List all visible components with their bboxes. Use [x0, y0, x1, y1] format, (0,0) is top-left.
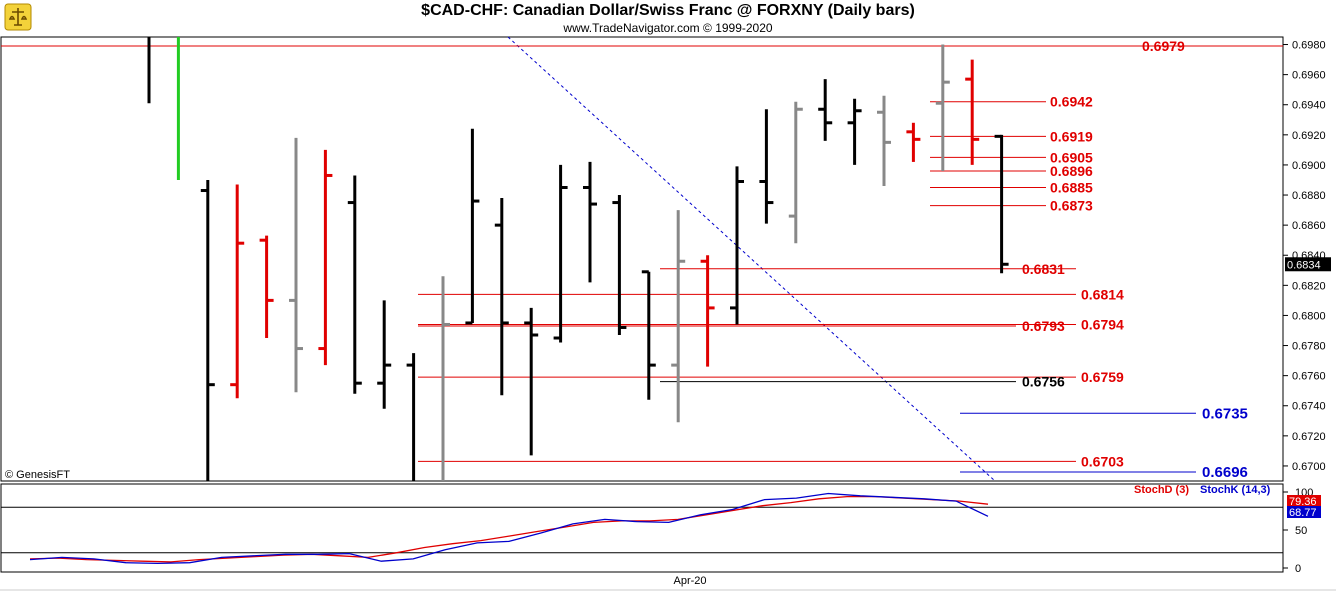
y-tick-label: 0.6760: [1292, 371, 1326, 383]
level-label-0.6919: 0.6919: [1050, 128, 1093, 144]
price-panel-border: [0, 36, 1284, 482]
stoch-line-1: [29, 492, 989, 565]
legend-stochd: StochD (3): [1134, 484, 1189, 496]
last-price-label: 0.6834: [1287, 259, 1321, 271]
stoch-y-tick-label: 0: [1295, 563, 1301, 575]
trend-line: [507, 36, 996, 482]
level-label-0.6831: 0.6831: [1022, 261, 1065, 277]
level-label-0.6885: 0.6885: [1050, 180, 1093, 196]
y-tick-label: 0.6960: [1292, 70, 1326, 82]
x-axis-label: Apr-20: [673, 575, 706, 587]
level-label-0.6794: 0.6794: [1081, 316, 1124, 332]
y-tick-label: 0.6920: [1292, 130, 1326, 142]
chart-subtitle: www.TradeNavigator.com © 1999-2020: [563, 21, 773, 35]
trade-navigator-logo-icon: [4, 3, 32, 31]
level-label-0.6696: 0.6696: [1202, 464, 1248, 481]
y-tick-label: 0.6900: [1292, 160, 1326, 172]
y-tick-label: 0.6780: [1292, 341, 1326, 353]
level-label-0.6756: 0.6756: [1022, 374, 1065, 390]
stochd-value: 79.36: [1289, 496, 1317, 508]
stoch-line-0: [29, 495, 989, 563]
stoch-y-tick-label: 50: [1295, 525, 1307, 537]
y-tick-label: 0.6700: [1292, 461, 1326, 473]
level-label-0.6735: 0.6735: [1202, 405, 1248, 422]
stochk-value-box: [1287, 506, 1321, 518]
y-tick-label: 0.6800: [1292, 310, 1326, 322]
descending-trend-line: [507, 36, 996, 482]
y-tick-label: 0.6720: [1292, 431, 1326, 443]
level-label-0.6979: 0.6979: [1142, 38, 1185, 54]
stochd-value-box: [1287, 495, 1321, 507]
level-label-0.6814: 0.6814: [1081, 286, 1124, 302]
y-tick-label: 0.6820: [1292, 280, 1326, 292]
chart-title: $CAD-CHF: Canadian Dollar/Swiss Franc @ …: [421, 2, 915, 19]
level-label-0.6905: 0.6905: [1050, 149, 1093, 165]
level-label-0.6896: 0.6896: [1050, 163, 1093, 179]
chart-header: $CAD-CHF: Canadian Dollar/Swiss Franc @ …: [0, 0, 1336, 36]
y-tick-label: 0.6880: [1292, 190, 1326, 202]
level-label-0.6759: 0.6759: [1081, 369, 1124, 385]
level-label-0.6873: 0.6873: [1050, 198, 1093, 214]
level-label-0.6793: 0.6793: [1022, 318, 1065, 334]
stochk-value: 68.77: [1289, 507, 1317, 519]
y-tick-label: 0.6860: [1292, 220, 1326, 232]
copyright-label: © GenesisFT: [5, 469, 70, 481]
chart-frame: [0, 36, 1336, 591]
level-label-0.6703: 0.6703: [1081, 453, 1124, 469]
y-tick-label: 0.6740: [1292, 401, 1326, 413]
y-tick-label: 0.6980: [1292, 40, 1326, 52]
legend-stochk: StochK (14,3): [1200, 484, 1271, 496]
level-label-0.6942: 0.6942: [1050, 94, 1093, 110]
y-tick-label: 0.6940: [1292, 100, 1326, 112]
stoch-panel-border: [0, 483, 1284, 573]
price-axis: 0.6700 0.6720 0.6740 0.6760 0.6780 0.6800 0.68…: [1283, 40, 1331, 473]
ohlc-bars: [147, 37, 1009, 481]
last-price-box: [1285, 257, 1331, 272]
